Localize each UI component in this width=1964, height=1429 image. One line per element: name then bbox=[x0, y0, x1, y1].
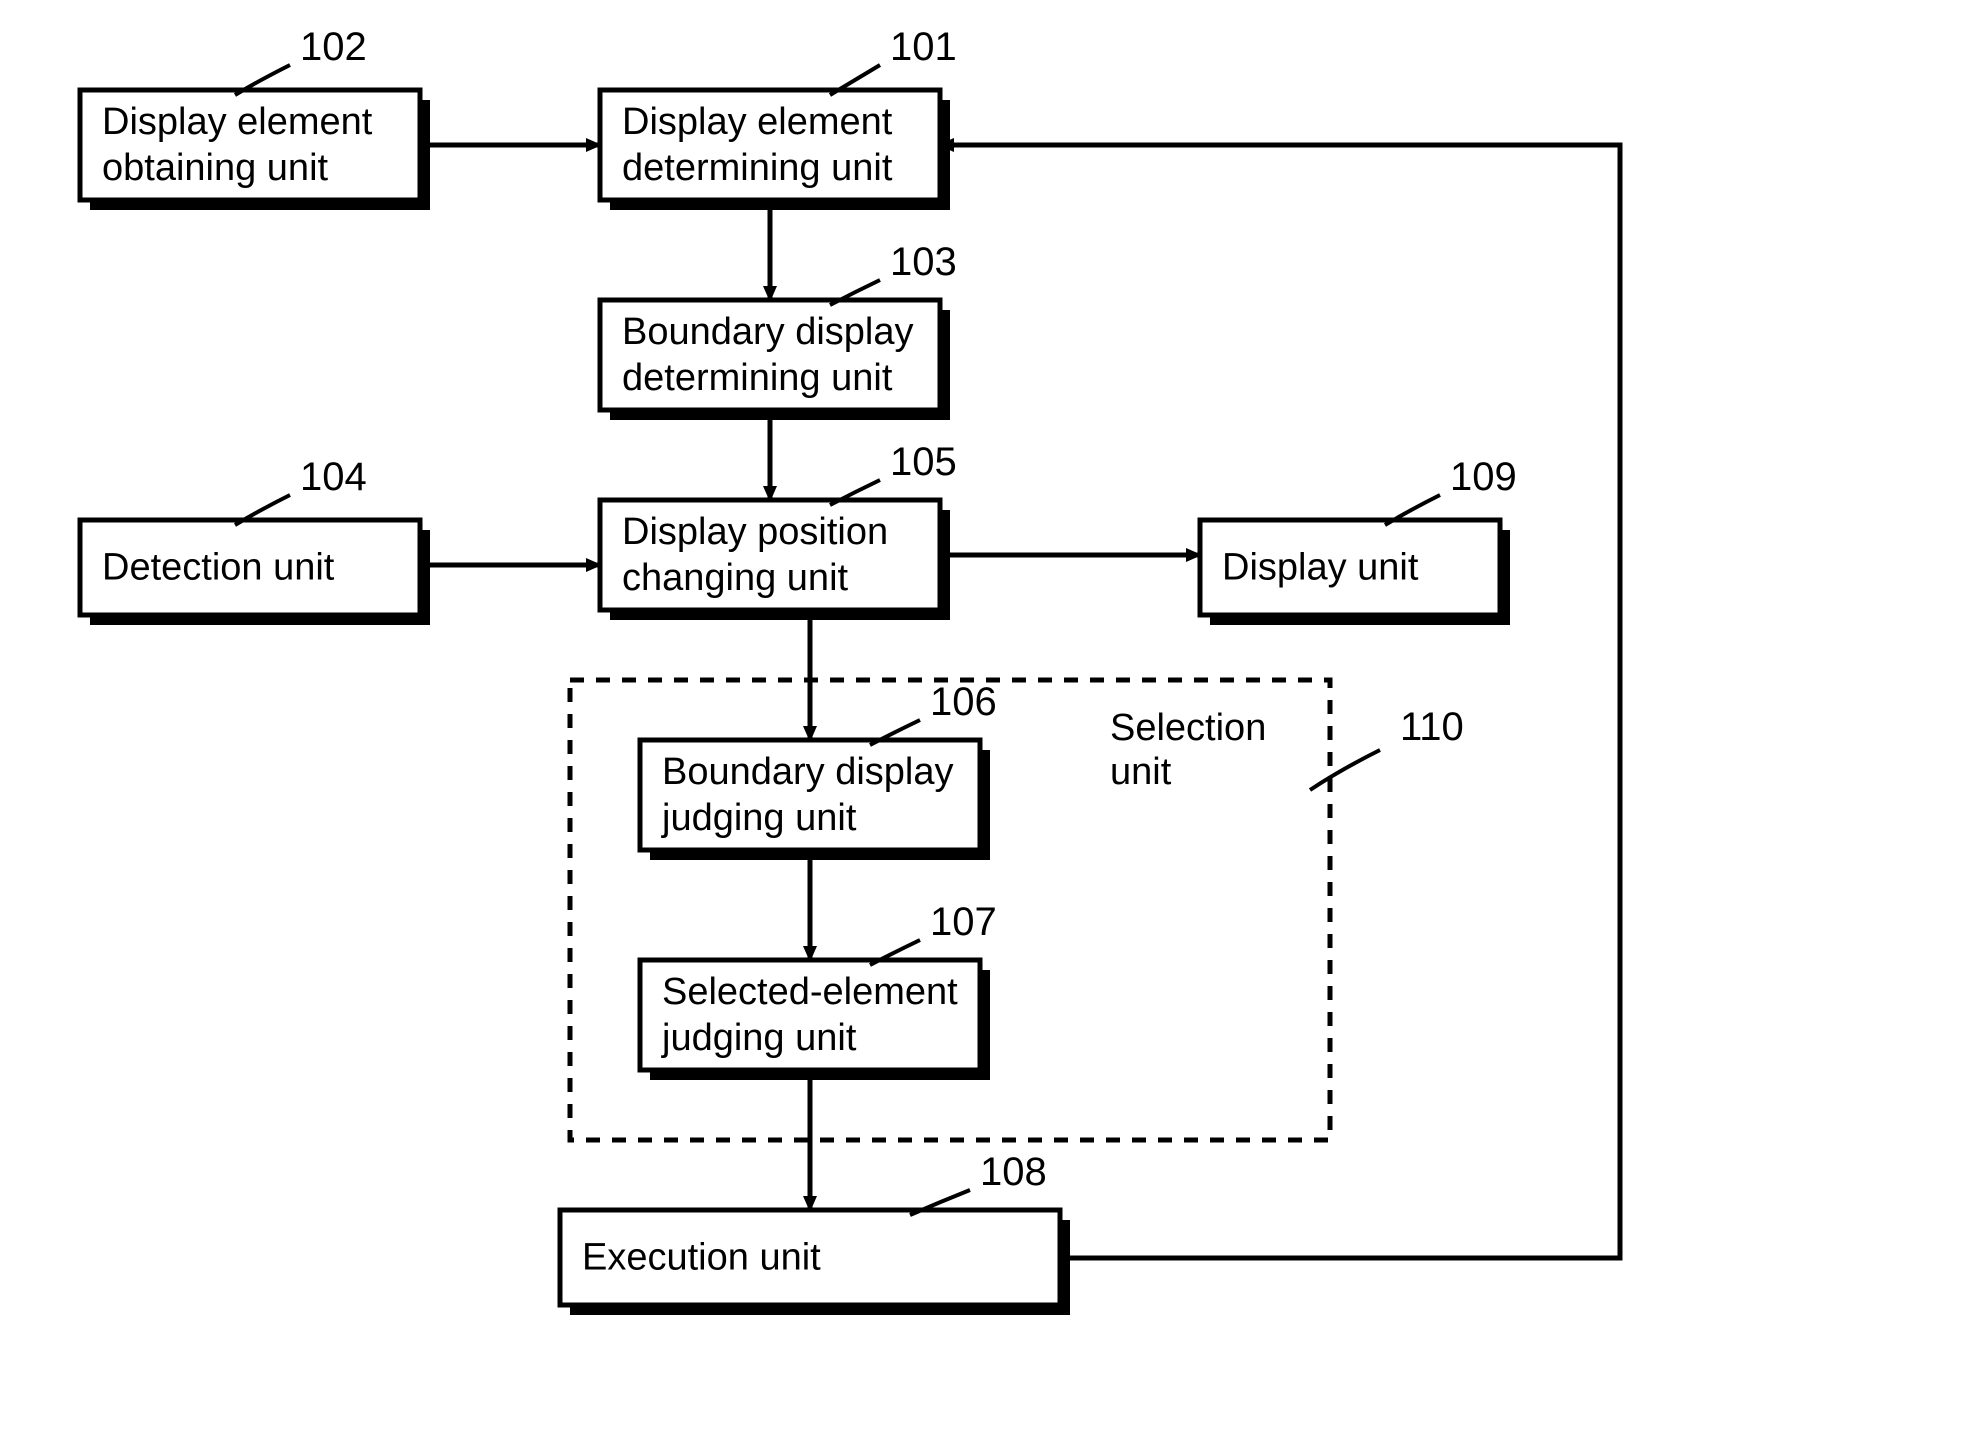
node-109-label: Display unit bbox=[1222, 547, 1419, 589]
ref-number-107: 107 bbox=[930, 900, 997, 944]
ref-number-103: 103 bbox=[890, 240, 957, 284]
node-102-label: Display element bbox=[102, 101, 373, 143]
node-101-label: determining unit bbox=[622, 147, 893, 189]
ref-number-108: 108 bbox=[980, 1150, 1047, 1194]
node-101-label: Display element bbox=[622, 101, 893, 143]
node-105-label: changing unit bbox=[622, 557, 849, 599]
flowchart-canvas: Selectionunit110 Display elementobtainin… bbox=[0, 0, 1964, 1429]
selection-unit-label: unit bbox=[1110, 751, 1172, 793]
selection-unit-label: Selection bbox=[1110, 707, 1266, 749]
node-101: Display elementdetermining unit bbox=[600, 90, 950, 210]
node-105: Display positionchanging unit bbox=[600, 500, 950, 620]
node-106-label: judging unit bbox=[661, 797, 857, 839]
ref-number-104: 104 bbox=[300, 455, 367, 499]
node-103-label: Boundary display bbox=[622, 311, 914, 353]
nodes-layer: Display elementobtaining unitDisplay ele… bbox=[80, 90, 1510, 1315]
ref-number-101: 101 bbox=[890, 25, 957, 69]
node-107-label: Selected-element bbox=[662, 971, 958, 1013]
ref-number-110: 110 bbox=[1400, 705, 1464, 749]
node-102-label: obtaining unit bbox=[102, 147, 329, 189]
ref-leader-110 bbox=[1310, 750, 1380, 790]
node-107: Selected-elementjudging unit bbox=[640, 960, 990, 1080]
node-106-label: Boundary display bbox=[662, 751, 954, 793]
node-104-label: Detection unit bbox=[102, 547, 335, 589]
ref-number-102: 102 bbox=[300, 25, 367, 69]
node-103: Boundary displaydetermining unit bbox=[600, 300, 950, 420]
node-107-label: judging unit bbox=[661, 1017, 857, 1059]
node-103-label: determining unit bbox=[622, 357, 893, 399]
node-104: Detection unit bbox=[80, 520, 430, 625]
ref-number-105: 105 bbox=[890, 440, 957, 484]
ref-number-106: 106 bbox=[930, 680, 997, 724]
node-109: Display unit bbox=[1200, 520, 1510, 625]
node-108: Execution unit bbox=[560, 1210, 1070, 1315]
edge-n108-n101 bbox=[940, 145, 1620, 1258]
ref-number-109: 109 bbox=[1450, 455, 1517, 499]
node-105-label: Display position bbox=[622, 511, 888, 553]
node-106: Boundary displayjudging unit bbox=[640, 740, 990, 860]
node-108-label: Execution unit bbox=[582, 1237, 821, 1279]
node-102: Display elementobtaining unit bbox=[80, 90, 430, 210]
